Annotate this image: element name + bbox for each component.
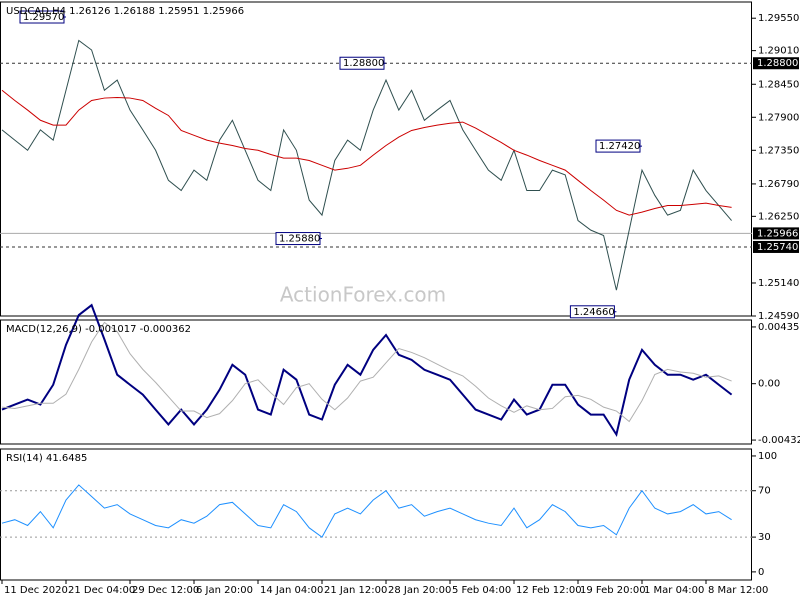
annotation-box [595, 139, 641, 153]
level-label: 1.25966 [757, 228, 798, 239]
y-tick-label: 1.27350 [758, 145, 799, 156]
annotation: 1.28800 [343, 58, 384, 69]
panel-frame [0, 319, 752, 445]
x-tick-label: 28 Jan 20:00 [388, 585, 451, 596]
y-tick-label: 1.29550 [758, 13, 799, 24]
y-tick-label: 1.25140 [758, 278, 799, 289]
x-tick-label: 21 Jan 12:00 [324, 585, 387, 596]
series-line [1, 321, 732, 423]
series-line [1, 39, 732, 291]
x-tick-label: 5 Feb 04:00 [452, 585, 511, 596]
y-tick-label: 1.29010 [758, 46, 799, 57]
level-label-box [753, 57, 799, 70]
x-tick-label: 21 Dec 04:00 [68, 585, 135, 596]
annotation: 1.24660 [573, 307, 614, 318]
watermark: ActionForex.com [280, 283, 446, 307]
x-tick-label: 11 Dec 2020 [4, 585, 68, 596]
y-tick-label: 0.00 [758, 379, 780, 390]
level-label: 1.28800 [757, 58, 798, 69]
annotation-box [339, 56, 385, 70]
x-tick-label: 8 Mar 12:00 [708, 585, 768, 596]
y-tick-label: 1.24590 [758, 311, 799, 322]
annotation-box [275, 232, 321, 246]
x-tick-label: 29 Dec 12:00 [132, 585, 199, 596]
x-tick-label: 14 Jan 04:00 [260, 585, 323, 596]
y-tick-label: 1.26250 [758, 211, 799, 222]
x-tick-label: 1 Mar 04:00 [644, 585, 704, 596]
y-tick-label: 0 [758, 567, 764, 578]
series-line [1, 484, 732, 538]
panel-title: MACD(12,26,9) -0.001017 -0.000362 [6, 324, 191, 335]
y-tick-label: 1.28450 [758, 79, 799, 90]
series-line [1, 89, 732, 216]
annotation-box [19, 10, 65, 24]
level-label-box [753, 227, 799, 240]
level-label-box [753, 240, 799, 253]
panel-title: RSI(14) 41.6485 [6, 453, 87, 464]
x-tick-label: 12 Feb 12:00 [516, 585, 582, 596]
y-tick-label: 1.27900 [758, 112, 799, 123]
x-tick-label: 6 Jan 20:00 [196, 585, 253, 596]
annotation-box [569, 305, 615, 319]
y-tick-label: -0.004328 [758, 435, 800, 446]
y-tick-label: 100 [758, 451, 777, 462]
panel-frame [0, 1, 752, 317]
y-tick-label: 1.26790 [758, 179, 799, 190]
panel-title: USDCAD,H4 1.26126 1.26188 1.25951 1.2596… [6, 6, 244, 17]
annotation: 1.29570 [23, 12, 64, 23]
annotation: 1.27420 [599, 141, 640, 152]
y-tick-label: 0.004357 [758, 322, 800, 333]
series-line [1, 303, 733, 438]
y-tick-label: 30 [758, 532, 771, 543]
level-label: 1.25740 [757, 242, 798, 253]
y-tick-label: 70 [758, 486, 771, 497]
x-tick-label: 19 Feb 20:00 [580, 585, 646, 596]
annotation: 1.25880 [279, 234, 320, 245]
panel-frame [0, 448, 752, 581]
